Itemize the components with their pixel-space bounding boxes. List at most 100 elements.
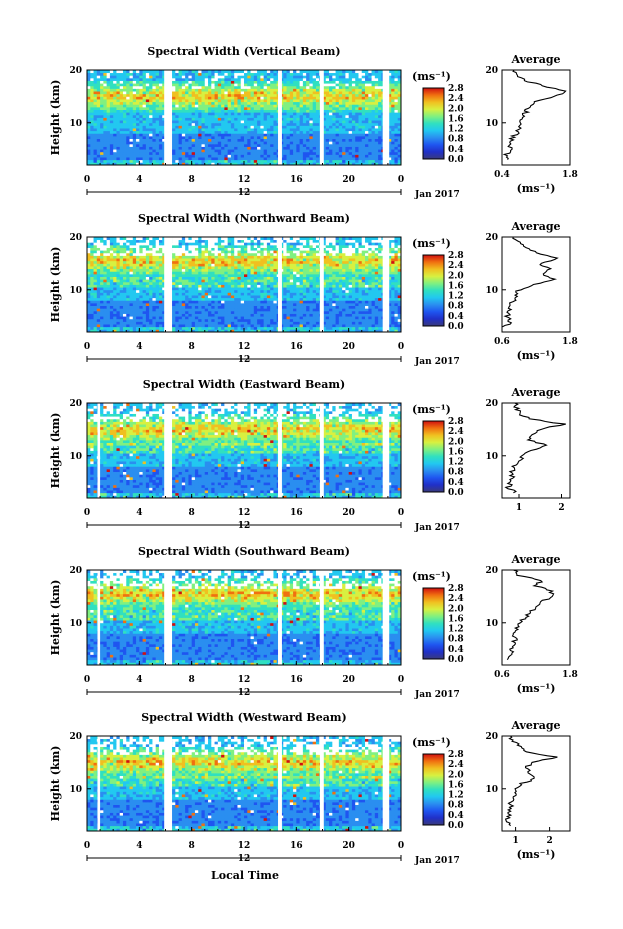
heatmap-cell xyxy=(394,123,398,126)
heatmap-cell xyxy=(362,139,366,142)
heatmap-cell xyxy=(264,314,268,317)
heatmap-cell xyxy=(358,300,362,303)
heatmap-cell xyxy=(394,292,398,295)
heatmap-cell xyxy=(339,314,343,317)
heatmap-cell xyxy=(159,83,163,86)
heatmap-cell xyxy=(372,107,376,110)
heatmap-cell xyxy=(345,99,349,102)
heatmap-cell xyxy=(201,110,205,113)
heatmap-cell xyxy=(234,308,238,311)
heatmap-cell xyxy=(179,120,183,123)
heatmap-cell xyxy=(94,91,98,94)
heatmap-cell xyxy=(244,324,248,327)
heatmap-cell xyxy=(313,102,317,105)
heatmap-cell xyxy=(224,152,228,155)
heatmap-cell xyxy=(156,149,160,152)
heatmap-cell xyxy=(146,88,150,91)
heatmap-cell xyxy=(372,131,376,134)
heatmap-cell xyxy=(391,314,395,317)
heatmap-cell xyxy=(208,133,212,136)
heatmap-cell xyxy=(146,154,150,157)
heatmap-cell xyxy=(372,104,376,107)
heatmap-cell xyxy=(365,139,369,142)
heatmap-cell xyxy=(257,327,261,330)
heatmap-cell xyxy=(179,147,183,150)
heatmap-cell xyxy=(300,94,304,97)
heatmap-cell xyxy=(130,319,134,322)
heatmap-cell xyxy=(90,321,94,324)
heatmap-cell xyxy=(188,292,192,295)
heatmap-cell xyxy=(251,319,255,322)
heatmap-cell xyxy=(113,83,117,86)
heatmap-cell xyxy=(110,120,114,123)
heatmap-cell xyxy=(215,133,219,136)
heatmap-cell xyxy=(260,141,264,144)
heatmap-cell xyxy=(313,152,317,155)
heatmap-cell xyxy=(290,139,294,142)
heatmap-cell xyxy=(287,123,291,126)
heatmap-cell xyxy=(375,152,379,155)
heatmap-cell xyxy=(336,96,340,99)
heatmap-cell xyxy=(179,96,183,99)
heatmap-cell xyxy=(159,91,163,94)
heatmap-cell xyxy=(146,321,150,324)
heatmap-cell xyxy=(368,133,372,136)
heatmap-cell xyxy=(355,300,359,303)
heatmap-cell xyxy=(254,78,258,81)
heatmap-cell xyxy=(149,303,153,306)
heatmap-cell xyxy=(172,154,176,157)
heatmap-cell xyxy=(182,314,186,317)
heatmap-cell xyxy=(391,75,395,78)
heatmap-cell xyxy=(237,314,241,317)
heatmap-cell xyxy=(87,319,91,322)
heatmap-cell xyxy=(159,136,163,139)
heatmap-cell xyxy=(182,112,186,115)
heatmap-cell xyxy=(313,160,317,163)
heatmap-cell xyxy=(378,75,382,78)
heatmap-cell xyxy=(120,73,124,76)
heatmap-cell xyxy=(303,91,307,94)
heatmap-cell xyxy=(192,303,196,306)
heatmap-cell xyxy=(139,292,143,295)
heatmap-cell xyxy=(130,311,134,314)
heatmap-cell xyxy=(211,102,215,105)
heatmap-cell xyxy=(208,115,212,118)
heatmap-cell xyxy=(208,303,212,306)
heatmap-cell xyxy=(264,107,268,110)
heatmap-cell xyxy=(283,110,287,113)
heatmap-cell xyxy=(378,147,382,150)
heatmap-cell xyxy=(185,149,189,152)
heatmap-cell xyxy=(264,102,268,105)
heatmap-cell xyxy=(215,81,219,84)
heatmap-cell xyxy=(251,160,255,163)
heatmap-cell xyxy=(110,311,114,314)
heatmap-cell xyxy=(205,115,209,118)
heatmap-cell xyxy=(375,110,379,113)
heatmap-cell xyxy=(336,118,340,121)
heatmap-cell xyxy=(287,154,291,157)
heatmap-cell xyxy=(391,120,395,123)
heatmap-cell xyxy=(237,300,241,303)
heatmap-cell xyxy=(244,136,248,139)
heatmap-cell xyxy=(358,324,362,327)
heatmap-cell xyxy=(107,144,111,147)
heatmap-cell xyxy=(352,110,356,113)
heatmap-cell xyxy=(234,306,238,309)
heatmap-cell xyxy=(267,73,271,76)
heatmap-cell xyxy=(195,125,199,128)
heatmap-cell xyxy=(215,314,219,317)
heatmap-cell xyxy=(179,311,183,314)
heatmap-cell xyxy=(365,110,369,113)
heatmap-cell xyxy=(103,99,107,102)
heatmap-cell xyxy=(139,104,143,107)
heatmap-cell xyxy=(244,133,248,136)
heatmap-cell xyxy=(205,91,209,94)
heatmap-cell xyxy=(130,141,134,144)
heatmap-cell xyxy=(264,139,268,142)
heatmap-cell xyxy=(391,152,395,155)
heatmap-cell xyxy=(215,94,219,97)
heatmap-cell xyxy=(159,147,163,150)
heatmap-cell xyxy=(368,311,372,314)
heatmap-cell xyxy=(303,319,307,322)
heatmap-cell xyxy=(116,319,120,322)
